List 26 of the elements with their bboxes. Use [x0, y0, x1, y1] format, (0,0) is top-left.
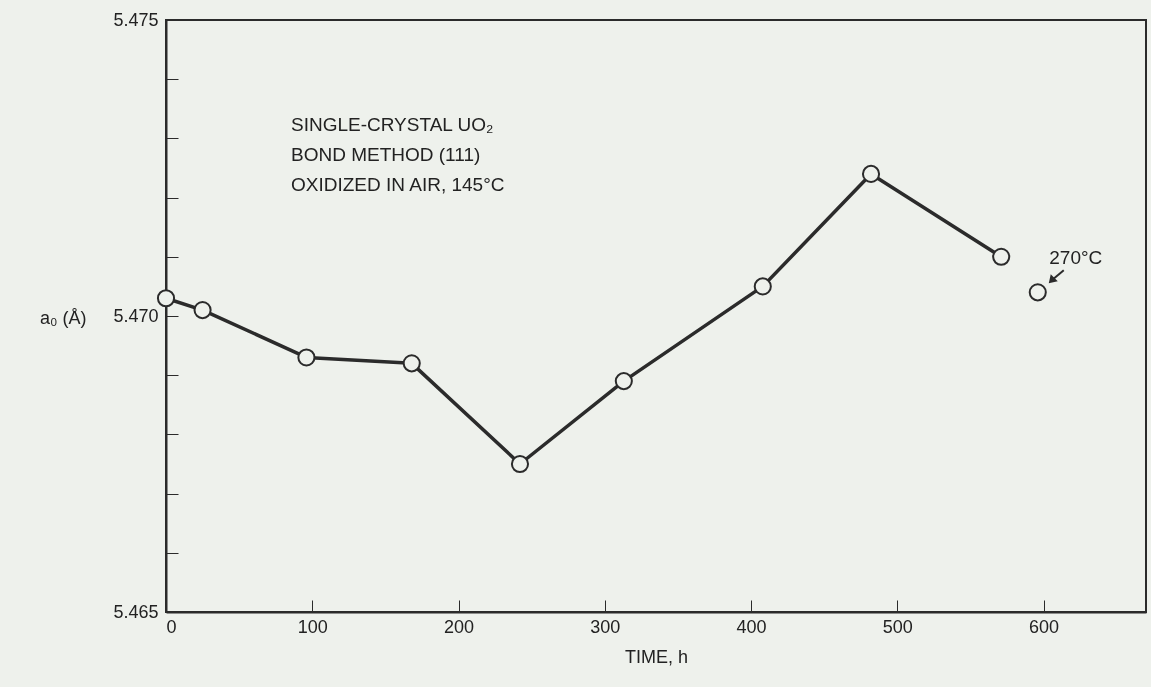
point — [297, 348, 316, 367]
x-tick-label: 100 — [297, 616, 328, 637]
point — [193, 301, 212, 320]
x-tick-label: 400 — [736, 616, 767, 637]
point — [753, 277, 772, 296]
y-tick-label: 5.465 — [113, 601, 159, 622]
point — [510, 454, 530, 474]
point — [614, 372, 633, 391]
annotation: BOND METHOD (111) — [291, 144, 481, 165]
point — [1028, 283, 1047, 302]
point — [992, 247, 1011, 266]
annotation: SINGLE-CRYSTAL UO₂ — [291, 114, 494, 135]
y-axis-title: a₀ (Å) — [40, 308, 87, 329]
y-tick-label: 5.475 — [113, 9, 159, 30]
annotation: 270°C — [1049, 247, 1103, 269]
x-tick-label: 500 — [882, 616, 913, 637]
x-tick-label: 0 — [166, 616, 177, 637]
point — [156, 289, 176, 308]
annotation: OXIDIZED IN AIR, 145°C — [291, 174, 505, 195]
x-tick-label: 300 — [590, 616, 621, 637]
x-tick-label: 200 — [444, 616, 475, 637]
point — [861, 164, 881, 183]
x-axis-title: TIME, h — [624, 646, 689, 667]
y-tick-label: 5.470 — [113, 305, 159, 326]
x-tick-label: 600 — [1029, 616, 1060, 637]
point — [402, 354, 421, 373]
